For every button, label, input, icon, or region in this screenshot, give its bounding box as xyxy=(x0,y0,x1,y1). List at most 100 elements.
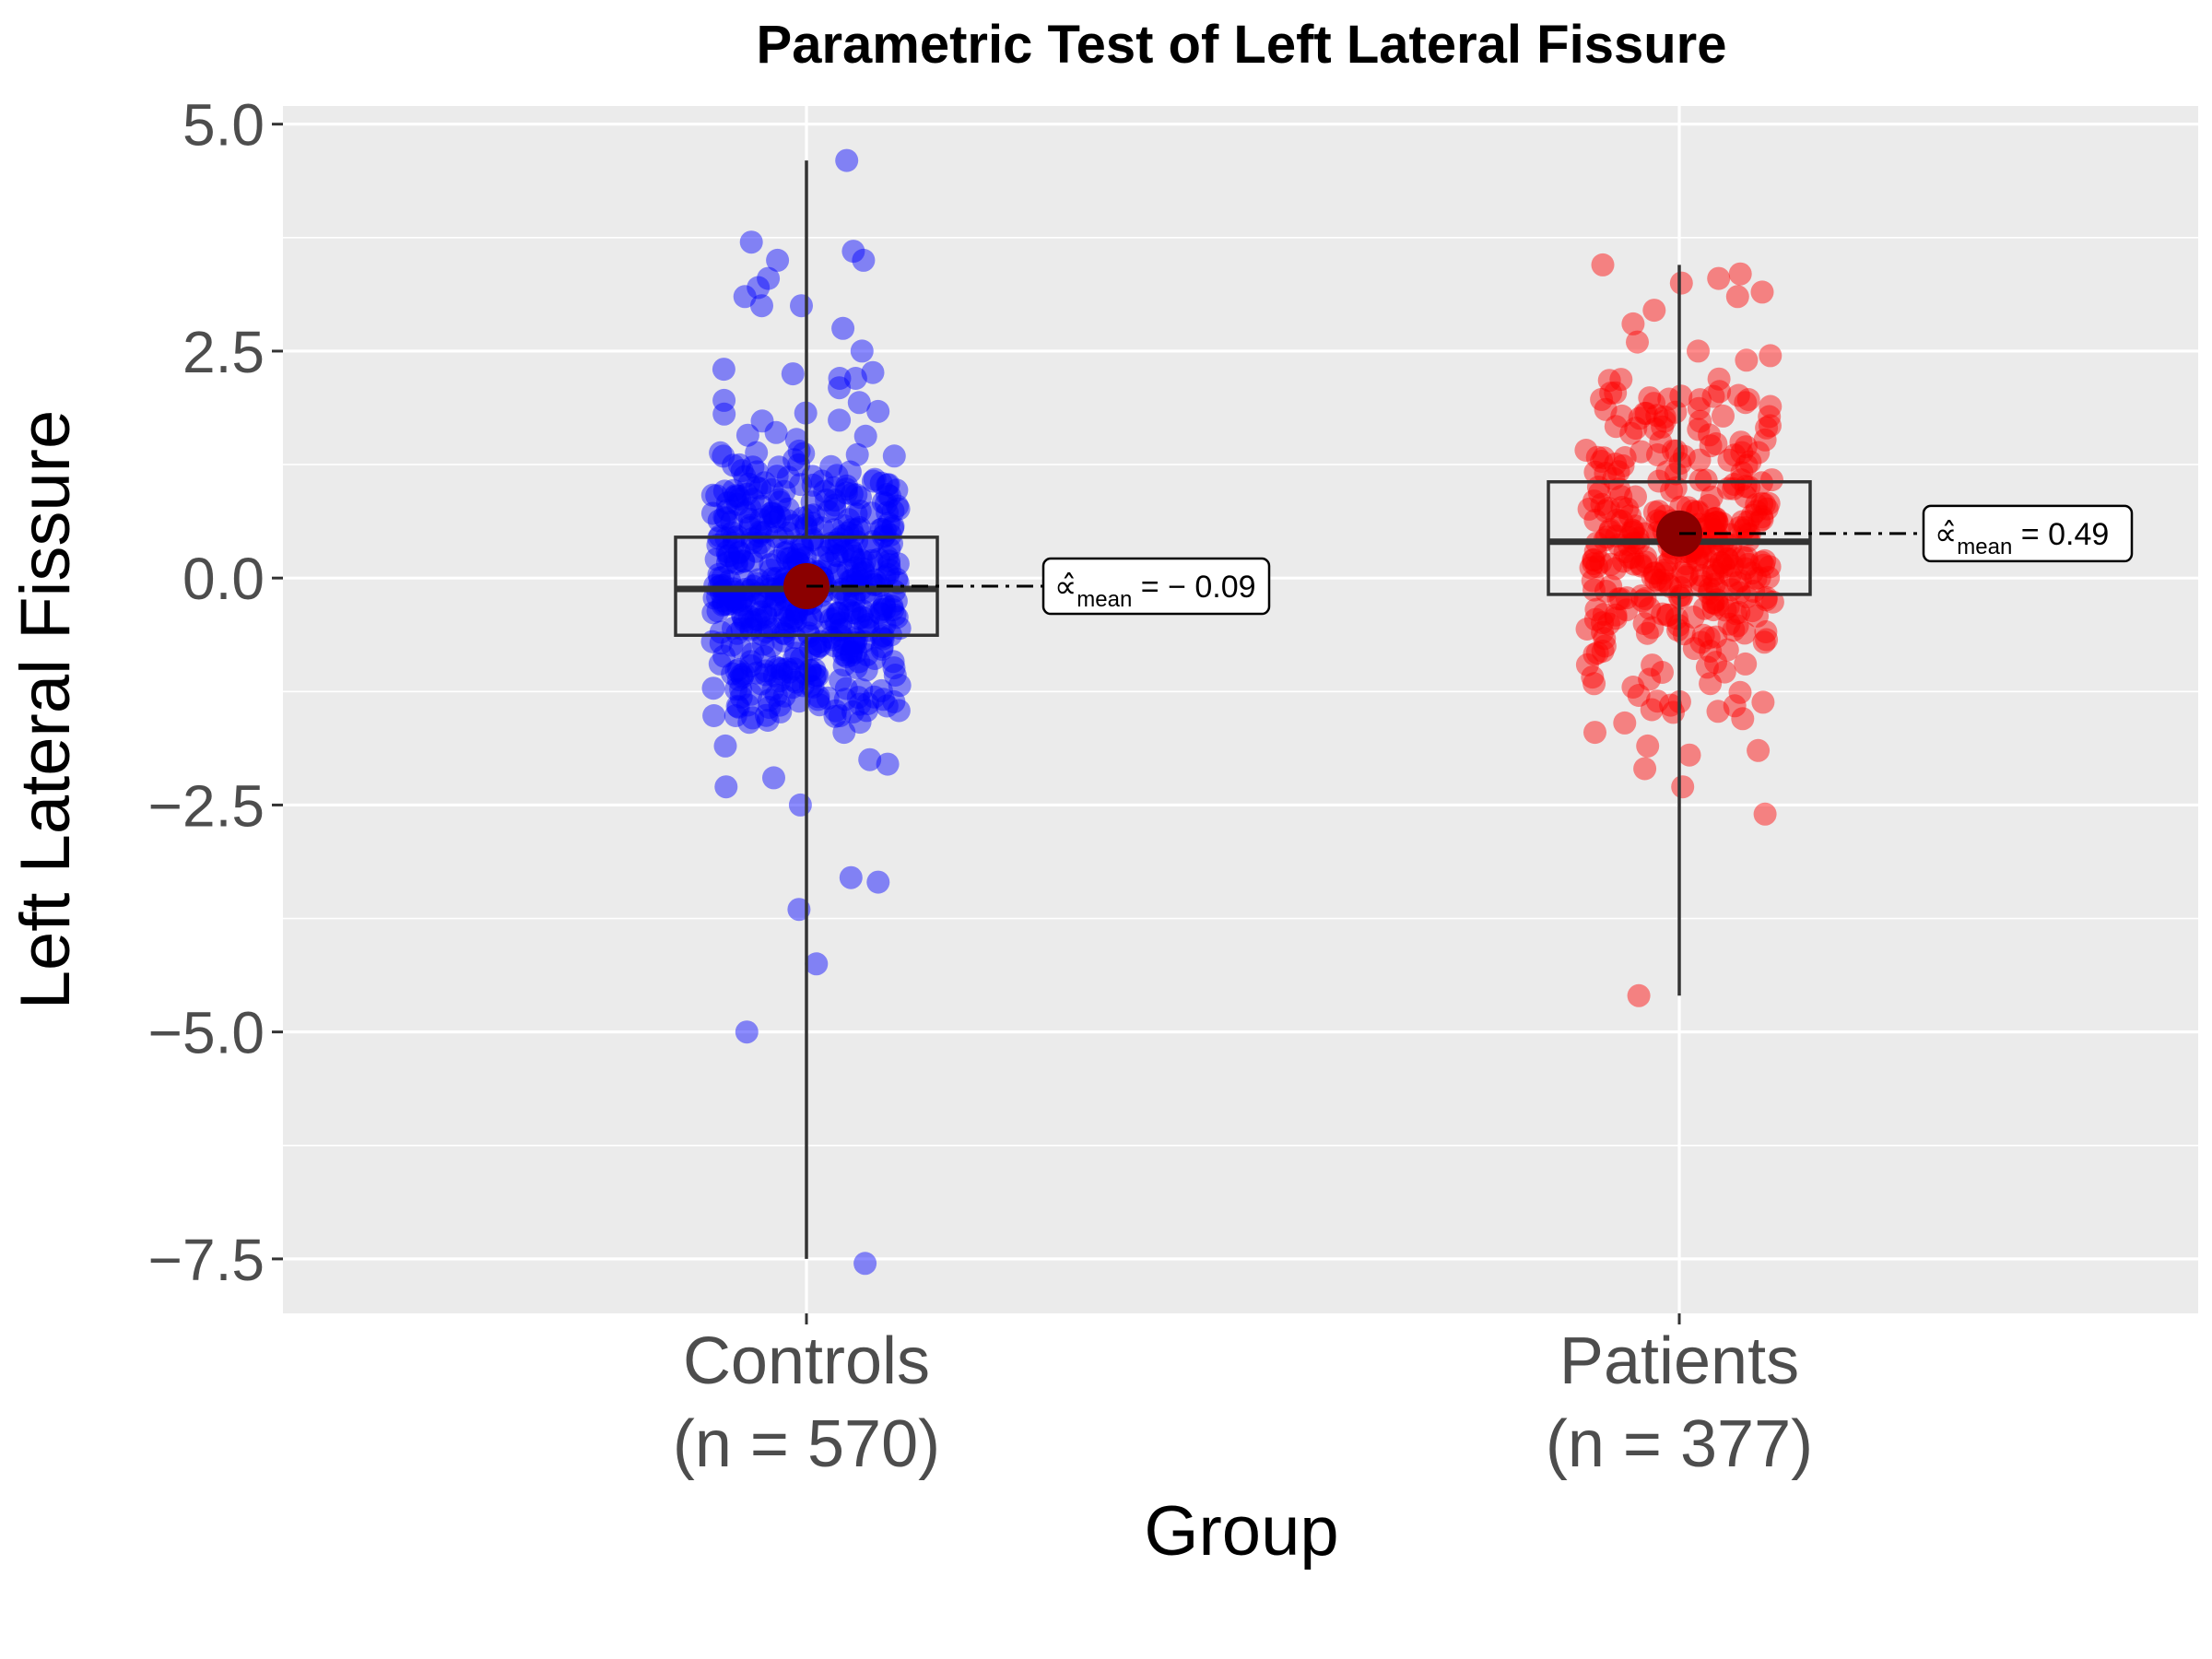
data-point-controls xyxy=(701,601,725,625)
data-point-controls xyxy=(753,471,777,495)
data-point-controls xyxy=(827,601,851,625)
data-point-controls xyxy=(735,1020,759,1044)
data-point-patients xyxy=(1610,510,1634,533)
data-point-controls xyxy=(775,657,799,681)
data-point-controls xyxy=(758,696,782,719)
data-point-patients xyxy=(1753,802,1777,826)
data-point-patients xyxy=(1638,667,1662,691)
data-point-patients xyxy=(1597,612,1620,636)
data-point-controls xyxy=(804,638,828,661)
data-point-patients xyxy=(1671,560,1695,584)
data-point-patients xyxy=(1705,561,1729,585)
data-point-patients xyxy=(1633,757,1657,781)
data-point-controls xyxy=(760,477,784,501)
data-point-controls xyxy=(749,508,772,532)
data-point-patients xyxy=(1703,511,1727,535)
data-point-controls xyxy=(873,597,897,621)
data-point-patients xyxy=(1721,554,1745,578)
data-point-controls xyxy=(882,444,906,468)
x-axis: Controls (n = 570) Patients (n = 377) xyxy=(673,1313,1813,1481)
data-point-controls xyxy=(727,658,750,682)
data-point-controls xyxy=(706,533,730,557)
data-point-patients xyxy=(1686,547,1710,571)
data-point-controls xyxy=(877,473,900,497)
data-point-patients xyxy=(1621,519,1645,543)
data-point-patients xyxy=(1750,505,1774,529)
data-point-controls xyxy=(855,642,879,666)
data-point-controls xyxy=(765,465,789,488)
data-point-controls xyxy=(805,663,828,687)
data-point-patients xyxy=(1725,285,1749,309)
data-point-patients xyxy=(1669,384,1693,408)
data-point-patients xyxy=(1594,580,1618,603)
data-point-controls xyxy=(741,706,765,730)
data-point-controls xyxy=(754,659,778,683)
data-point-patients xyxy=(1728,262,1752,286)
data-point-controls xyxy=(849,561,873,585)
data-point-patients xyxy=(1723,443,1747,467)
data-point-controls xyxy=(727,453,751,477)
data-point-patients xyxy=(1715,638,1739,662)
data-point-controls xyxy=(744,593,768,617)
data-point-controls xyxy=(768,490,792,514)
data-point-controls xyxy=(885,478,909,502)
data-point-patients xyxy=(1760,590,1784,614)
data-point-patients xyxy=(1690,564,1713,587)
data-point-patients xyxy=(1651,415,1675,439)
data-point-controls xyxy=(713,734,737,758)
data-point-patients xyxy=(1750,491,1774,515)
data-point-patients xyxy=(1632,612,1656,636)
data-point-controls xyxy=(776,497,800,521)
data-point-patients xyxy=(1723,547,1747,571)
data-point-patients xyxy=(1584,597,1608,621)
data-point-controls xyxy=(871,688,895,712)
data-point-patients xyxy=(1736,552,1760,576)
data-point-controls xyxy=(854,699,878,723)
data-point-controls xyxy=(728,487,752,511)
data-point-controls xyxy=(817,539,841,563)
data-point-controls xyxy=(730,665,754,689)
data-point-controls xyxy=(790,294,813,318)
data-point-controls xyxy=(832,721,856,745)
data-point-controls xyxy=(761,677,785,701)
data-point-patients xyxy=(1592,446,1616,470)
data-point-controls xyxy=(762,664,786,688)
x-tick-label-n: (n = 570) xyxy=(673,1407,940,1481)
data-point-controls xyxy=(729,663,753,687)
data-point-controls xyxy=(735,693,759,717)
data-point-patients xyxy=(1699,640,1723,663)
data-point-patients xyxy=(1602,466,1626,490)
data-point-controls xyxy=(741,641,765,665)
data-point-patients xyxy=(1734,391,1758,415)
data-point-patients xyxy=(1701,591,1725,615)
data-point-controls xyxy=(877,537,901,561)
data-point-patients xyxy=(1654,552,1678,576)
data-point-patients xyxy=(1735,585,1759,609)
data-point-patients xyxy=(1643,561,1667,584)
data-point-patients xyxy=(1695,655,1719,679)
data-point-controls xyxy=(873,594,896,618)
data-point-patients xyxy=(1645,404,1669,428)
data-point-controls xyxy=(738,516,762,539)
data-point-controls xyxy=(720,510,744,534)
data-point-controls xyxy=(830,611,853,635)
data-point-controls xyxy=(825,563,849,587)
data-point-controls xyxy=(880,594,904,618)
data-point-patients xyxy=(1616,497,1640,521)
data-point-patients xyxy=(1747,441,1771,465)
data-point-controls xyxy=(724,484,747,508)
data-point-controls xyxy=(882,656,906,680)
data-point-patients xyxy=(1734,557,1758,581)
data-point-patients xyxy=(1701,518,1725,542)
data-point-patients xyxy=(1583,578,1606,602)
data-point-controls xyxy=(857,536,881,560)
data-point-controls xyxy=(806,688,830,712)
data-point-controls xyxy=(764,420,788,444)
data-point-controls xyxy=(851,599,875,623)
data-point-controls xyxy=(850,677,874,701)
data-point-controls xyxy=(732,549,755,573)
data-point-controls xyxy=(819,626,843,649)
data-point-patients xyxy=(1611,453,1635,477)
data-point-controls xyxy=(844,483,868,507)
data-point-controls xyxy=(828,527,852,551)
